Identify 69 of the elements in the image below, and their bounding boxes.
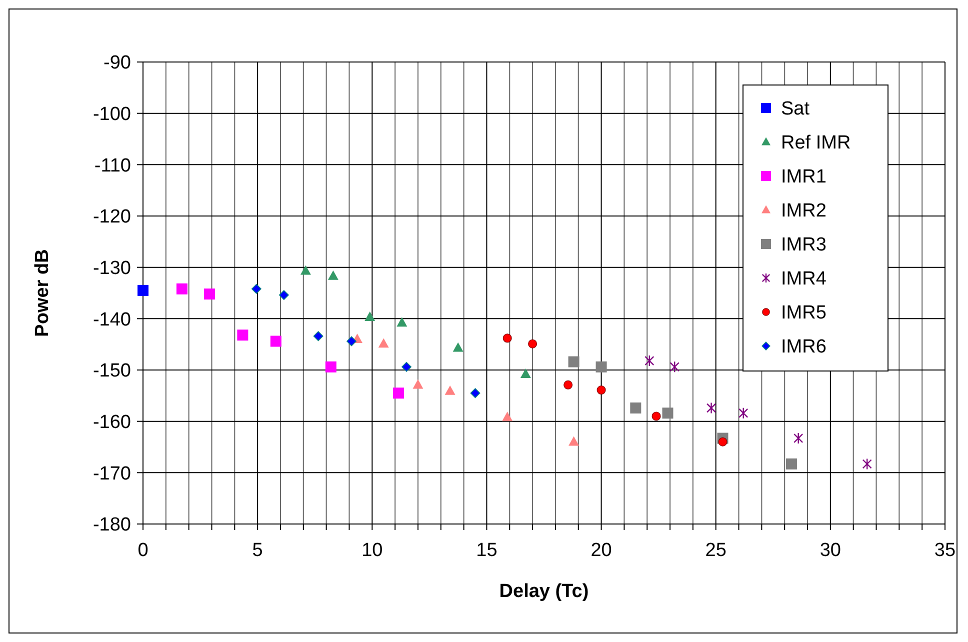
x-axis-title: Delay (Tc) <box>499 581 589 602</box>
point <box>470 388 480 398</box>
point <box>328 270 338 280</box>
x-tick-label: 15 <box>476 540 498 561</box>
point <box>204 288 215 300</box>
y-tick-label: -180 <box>92 514 131 536</box>
point <box>738 407 748 419</box>
point <box>346 336 356 346</box>
point <box>378 338 389 348</box>
legend-label: Sat <box>781 98 810 120</box>
point <box>278 290 289 300</box>
y-tick-label: -170 <box>92 463 131 484</box>
point <box>528 339 538 348</box>
y-tick-label: -90 <box>104 52 131 74</box>
point <box>670 361 680 373</box>
point <box>396 317 408 327</box>
point <box>412 379 424 389</box>
point <box>662 408 674 419</box>
point <box>325 361 336 372</box>
legend-label: Ref IMR <box>781 132 851 154</box>
point <box>237 330 248 341</box>
point <box>596 361 607 372</box>
point <box>568 436 580 446</box>
y-tick-label: -100 <box>92 104 131 125</box>
point <box>862 458 872 470</box>
point <box>364 312 376 321</box>
legend-label: IMR1 <box>781 166 826 188</box>
point <box>176 283 188 294</box>
x-tick-label: 20 <box>590 540 612 561</box>
legend-label: IMR2 <box>781 200 826 222</box>
point <box>444 385 456 395</box>
point <box>706 402 716 414</box>
y-tick-label: -160 <box>92 412 131 433</box>
point <box>520 368 531 378</box>
point <box>402 362 412 372</box>
point <box>568 356 580 368</box>
y-tick-label: -150 <box>92 360 131 382</box>
x-tick-label: 5 <box>252 540 263 561</box>
point <box>313 331 324 342</box>
legend-label: IMR4 <box>781 268 827 290</box>
point <box>718 437 728 446</box>
point <box>564 380 573 390</box>
x-tick-label: 35 <box>934 540 956 561</box>
y-tick-label: -120 <box>92 206 131 228</box>
point <box>502 334 512 343</box>
point <box>502 412 513 422</box>
point <box>630 402 642 414</box>
x-tick-label: 0 <box>138 540 148 561</box>
point <box>794 432 804 444</box>
point <box>392 388 404 399</box>
legend-label: IMR3 <box>781 234 826 256</box>
y-tick-label: -110 <box>94 155 131 176</box>
point <box>786 458 797 470</box>
x-tick-label: 30 <box>820 540 841 561</box>
point <box>644 354 654 367</box>
point <box>652 412 661 421</box>
point <box>270 336 282 347</box>
point <box>452 342 464 352</box>
legend-label: IMR6 <box>781 336 826 358</box>
y-tick-label: -140 <box>92 309 131 330</box>
x-tick-label: 25 <box>705 540 726 561</box>
x-tick-label: 10 <box>362 540 383 561</box>
point <box>251 284 262 294</box>
point <box>300 265 311 275</box>
y-tick-label: -130 <box>92 258 131 279</box>
y-axis-title: Power dB <box>32 249 53 337</box>
legend-label: IMR5 <box>781 302 826 324</box>
point <box>596 386 606 395</box>
point <box>138 284 148 296</box>
